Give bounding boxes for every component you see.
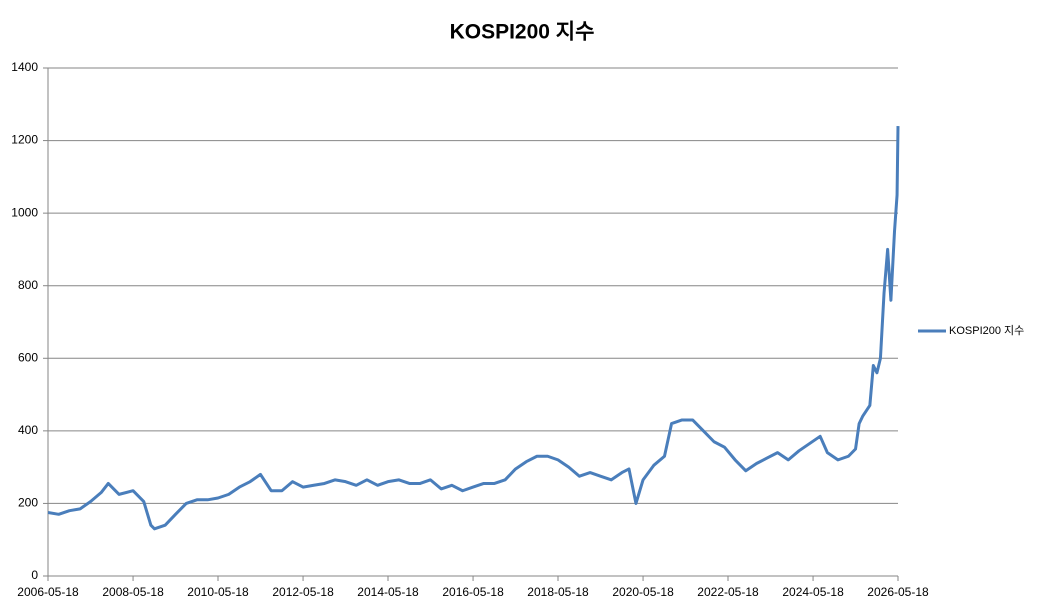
y-tick-label: 200 <box>18 496 38 510</box>
y-tick-label: 800 <box>18 278 38 292</box>
x-tick-label: 2006-05-18 <box>17 585 79 599</box>
x-tick-label: 2022-05-18 <box>697 585 759 599</box>
y-tick-label: 0 <box>31 568 38 582</box>
y-tick-label: 1000 <box>11 205 38 219</box>
y-tick-label: 400 <box>18 423 38 437</box>
x-tick-label: 2026-05-18 <box>867 585 929 599</box>
y-tick-label: 1200 <box>11 133 38 147</box>
x-tick-label: 2024-05-18 <box>782 585 844 599</box>
x-tick-label: 2012-05-18 <box>272 585 334 599</box>
x-tick-label: 2016-05-18 <box>442 585 504 599</box>
legend-label: KOSPI200 지수 <box>949 324 1024 337</box>
x-tick-label: 2020-05-18 <box>612 585 674 599</box>
x-tick-label: 2010-05-18 <box>187 585 249 599</box>
chart-title: KOSPI200 지수 <box>450 21 595 44</box>
y-tick-label: 600 <box>18 350 38 364</box>
line <box>47 126 900 531</box>
x-tick-label: 2014-05-18 <box>357 585 419 599</box>
x-tick-label: 2008-05-18 <box>102 585 164 599</box>
y-tick-label: 1400 <box>11 60 38 74</box>
x-tick-label: 2018-05-18 <box>527 585 589 599</box>
